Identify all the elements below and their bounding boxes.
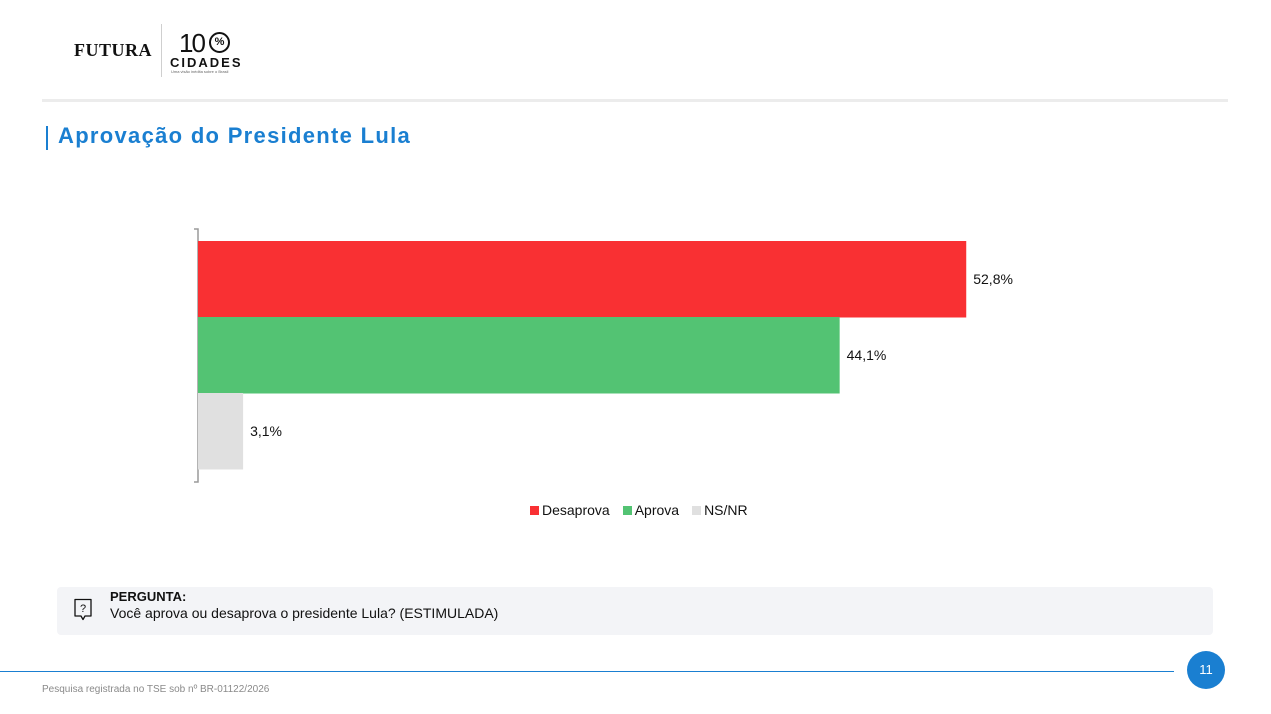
legend-label-desaprova: Desaprova bbox=[542, 502, 610, 518]
legend-swatch-nsnr bbox=[692, 505, 702, 515]
y-axis-line bbox=[194, 228, 199, 483]
data-label-ns-nr: 3,1% bbox=[250, 423, 282, 439]
page-title: Aprovação do Presidente Lula bbox=[58, 123, 412, 148]
svg-text:?: ? bbox=[80, 603, 86, 615]
question-box: ? PERGUNTA: Você aprova ou desaprova o p… bbox=[57, 587, 1213, 635]
chart-legend: Desaprova Aprova NS/NR bbox=[530, 501, 761, 519]
header-divider bbox=[42, 99, 1228, 102]
100-cidades-logo: 10 % CIDADES Uma visão inédita sobre o B… bbox=[170, 28, 246, 76]
title-accent-bar bbox=[46, 126, 48, 150]
logo-tagline: Uma visão inédita sobre o Brasil bbox=[171, 69, 229, 74]
footer-divider bbox=[0, 671, 1174, 672]
legend-swatch-desaprova bbox=[530, 505, 539, 515]
question-bubble-icon: ? bbox=[74, 598, 92, 621]
question-label: PERGUNTA: bbox=[110, 589, 187, 604]
legend-label-aprova: Aprova bbox=[634, 502, 680, 518]
data-label-desaprova: 52,8% bbox=[973, 271, 1013, 287]
approval-bar-chart: 52,8% 44,1% 3,1% bbox=[194, 228, 1013, 483]
logo-percent-circle: % bbox=[209, 32, 230, 53]
logo-number: 10 bbox=[179, 28, 206, 58]
bar-ns-nr bbox=[198, 393, 244, 470]
legend-label-nsnr: NS/NR bbox=[704, 502, 748, 518]
page-number-badge: 11 bbox=[1187, 651, 1225, 689]
legend-swatch-aprova bbox=[622, 505, 632, 515]
logo-divider bbox=[161, 24, 162, 77]
question-text: Você aprova ou desaprova o presidente Lu… bbox=[110, 605, 499, 621]
bar-aprova bbox=[198, 317, 840, 394]
bar-desaprova bbox=[198, 241, 967, 318]
futura-logo: FUTURA bbox=[74, 40, 152, 60]
logo-cidades-word: CIDADES bbox=[170, 55, 243, 70]
legend-item-nsnr: NS/NR bbox=[692, 502, 748, 518]
legend-item-aprova: Aprova bbox=[622, 502, 680, 518]
legend-item-desaprova: Desaprova bbox=[530, 502, 610, 518]
data-label-aprova: 44,1% bbox=[847, 347, 887, 363]
footer-registration-note: Pesquisa registrada no TSE sob nº BR-011… bbox=[42, 684, 270, 695]
